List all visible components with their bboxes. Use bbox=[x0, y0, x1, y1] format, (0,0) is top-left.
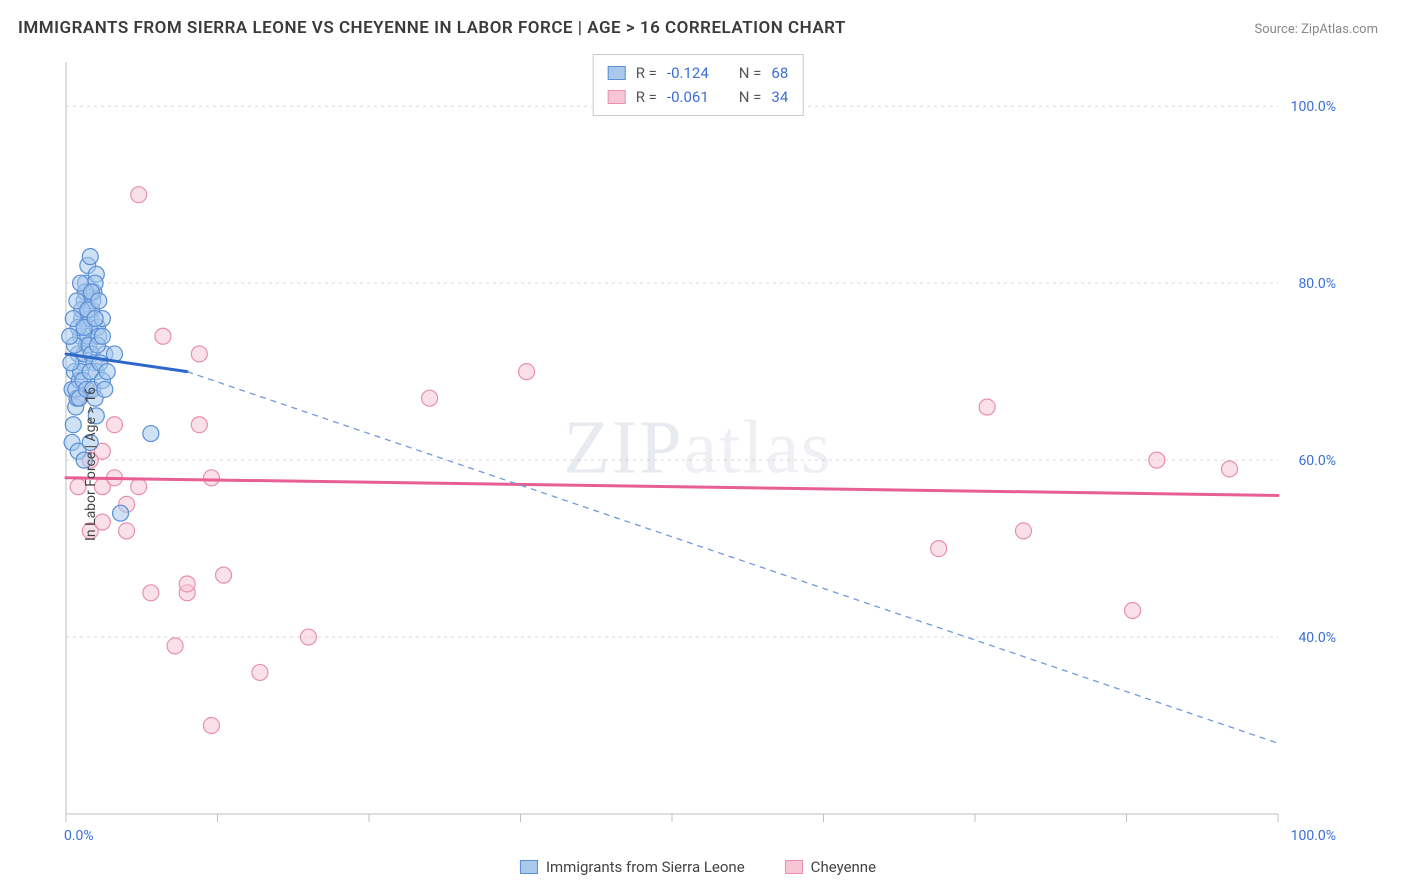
header: IMMIGRANTS FROM SIERRA LEONE VS CHEYENNE… bbox=[0, 0, 1406, 46]
scatter-plot: 40.0% 60.0% 80.0% 100.0% 0.0% 100.0% bbox=[18, 54, 1378, 874]
legend-item-cheyenne: Cheyenne bbox=[785, 858, 876, 876]
chart-area: In Labor Force | Age > 16 ZIPatlas 40.0%… bbox=[18, 54, 1378, 874]
stats-row-sierra: R = -0.124 N = 68 bbox=[608, 61, 789, 85]
legend-label-sierra: Immigrants from Sierra Leone bbox=[546, 858, 745, 876]
svg-text:0.0%: 0.0% bbox=[64, 828, 94, 844]
swatch-cheyenne bbox=[608, 90, 626, 104]
legend-label-cheyenne: Cheyenne bbox=[811, 858, 876, 876]
stats-legend: R = -0.124 N = 68 R = -0.061 N = 34 bbox=[593, 54, 804, 116]
stat-r-label: R = bbox=[636, 61, 657, 85]
svg-text:40.0%: 40.0% bbox=[1298, 630, 1336, 646]
stats-row-cheyenne: R = -0.061 N = 34 bbox=[608, 85, 789, 109]
svg-text:100.0%: 100.0% bbox=[1291, 99, 1336, 115]
stat-r-sierra: -0.124 bbox=[667, 61, 709, 85]
stat-n-label: N = bbox=[739, 61, 762, 85]
y-axis-label: In Labor Force | Age > 16 bbox=[83, 387, 99, 541]
svg-text:100.0%: 100.0% bbox=[1291, 828, 1336, 844]
chart-title: IMMIGRANTS FROM SIERRA LEONE VS CHEYENNE… bbox=[18, 18, 846, 38]
swatch-cheyenne bbox=[785, 860, 803, 874]
source-label: Source: ZipAtlas.com bbox=[1254, 22, 1378, 37]
stat-n-sierra: 68 bbox=[771, 61, 788, 85]
stat-n-cheyenne: 34 bbox=[771, 85, 788, 109]
svg-text:60.0%: 60.0% bbox=[1298, 453, 1336, 469]
swatch-sierra bbox=[520, 860, 538, 874]
stat-r-label: R = bbox=[636, 85, 657, 109]
bottom-legend: Immigrants from Sierra Leone Cheyenne bbox=[520, 858, 876, 876]
svg-text:80.0%: 80.0% bbox=[1298, 276, 1336, 292]
stat-r-cheyenne: -0.061 bbox=[667, 85, 709, 109]
stat-n-label: N = bbox=[739, 85, 762, 109]
swatch-sierra bbox=[608, 66, 626, 80]
legend-item-sierra: Immigrants from Sierra Leone bbox=[520, 858, 745, 876]
